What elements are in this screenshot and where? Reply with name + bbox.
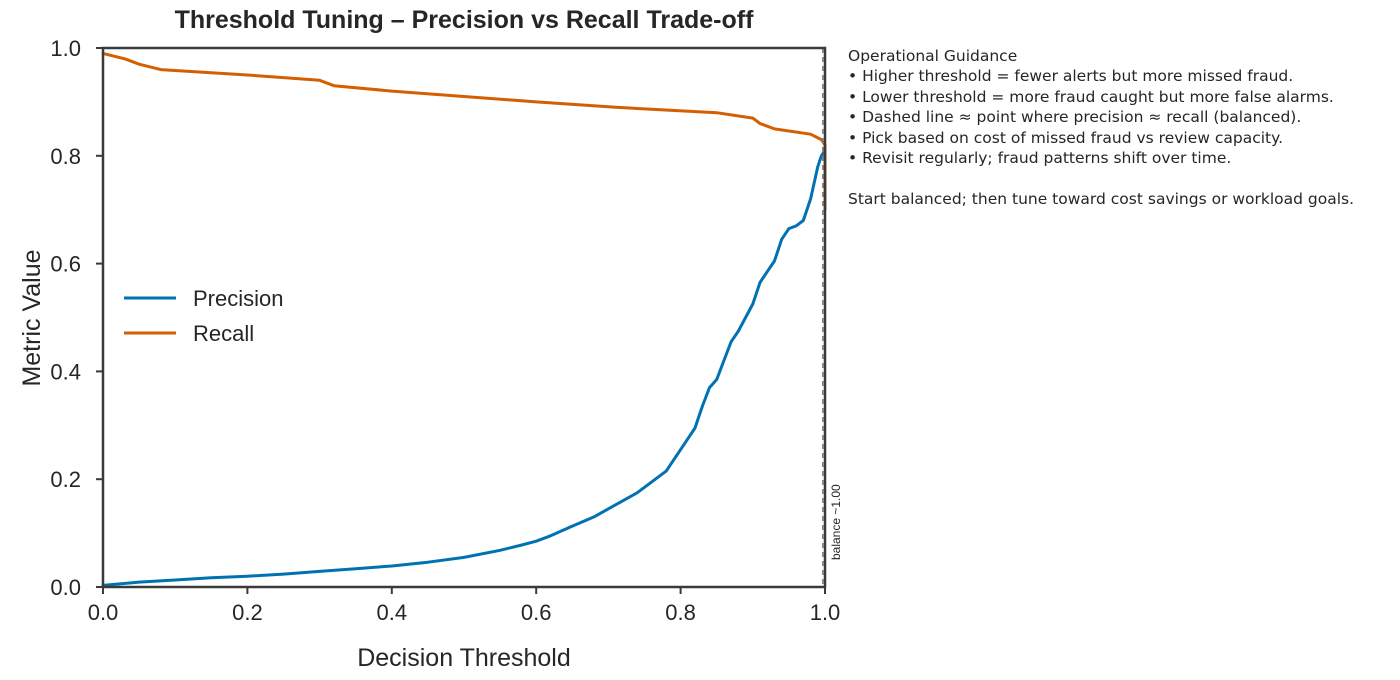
- guidance-line: • Lower threshold = more fraud caught bu…: [848, 87, 1334, 106]
- x-tick-label: 0.2: [232, 600, 263, 625]
- guidance-line: • Higher threshold = fewer alerts but mo…: [848, 67, 1294, 86]
- y-tick-label: 1.0: [50, 36, 81, 61]
- plot-frame: [101, 46, 827, 589]
- guidance-spacer: [848, 168, 1354, 188]
- operational-guidance: Operational Guidance • Higher threshold …: [848, 46, 1354, 209]
- y-tick-label: 0.2: [50, 467, 81, 492]
- chart-title: Threshold Tuning – Precision vs Recall T…: [175, 6, 754, 34]
- x-tick-label: 0.0: [88, 600, 119, 625]
- series-line-precision: [101, 148, 827, 587]
- plot-area: balance ~1.00 0.0 0.2 0.4 0.6 0.8 1.0 0.0 0.2 0.4…: [50, 36, 842, 625]
- guidance-footer: Start balanced; then tune toward cost sa…: [848, 189, 1355, 208]
- guidance-line: • Pick based on cost of missed fraud vs …: [848, 128, 1283, 147]
- y-axis-label: Metric Value: [18, 249, 46, 386]
- x-tick-label: 0.6: [521, 600, 552, 625]
- x-tick-label: 0.4: [377, 600, 408, 625]
- x-axis-label: Decision Threshold: [357, 644, 571, 672]
- legend-label-recall: Recall: [193, 321, 254, 346]
- balance-label: balance ~1.00: [829, 484, 843, 560]
- x-tick-label: 1.0: [810, 600, 841, 625]
- guidance-line: • Revisit regularly; fraud patterns shif…: [848, 148, 1232, 167]
- y-tick-label: 0.4: [50, 359, 81, 384]
- guidance-line: • Dashed line ≈ point where precision ≈ …: [848, 108, 1302, 127]
- legend-label-precision: Precision: [193, 286, 283, 311]
- x-tick-label: 0.8: [665, 600, 696, 625]
- y-tick-label: 0.0: [50, 575, 81, 600]
- y-tick-label: 0.8: [50, 144, 81, 169]
- series-line-recall: [101, 51, 827, 212]
- guidance-title: Operational Guidance: [848, 47, 1018, 65]
- y-tick-label: 0.6: [50, 252, 81, 277]
